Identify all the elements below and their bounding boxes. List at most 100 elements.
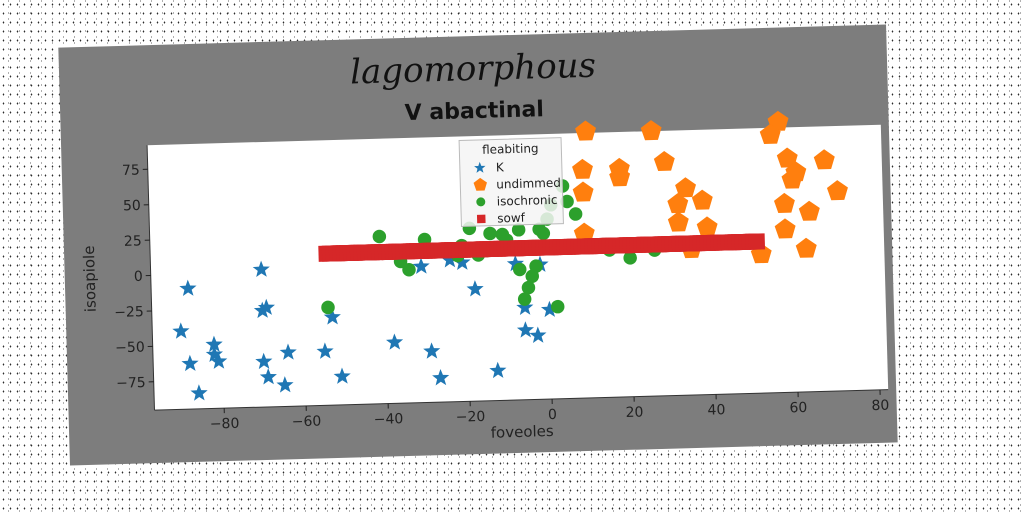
data-point-K-16: [333, 367, 351, 384]
data-point-K-11: [259, 368, 277, 385]
data-point-K-24: [489, 361, 507, 379]
x-tick-label: 60: [789, 400, 807, 416]
legend-label-isochronic: isochronic: [497, 193, 558, 209]
data-point-isochronic-14: [512, 262, 527, 277]
chart-suptitle: lagomorphous: [350, 46, 597, 93]
chart-svg: lagomorphous V abactinal −80 −60 −40 −20 0 20…: [80, 46, 890, 442]
data-point-K-12: [276, 376, 294, 393]
data-point-isochronic-28: [623, 251, 637, 265]
legend-title: fleabiting: [482, 141, 539, 157]
x-tick-label: −60: [292, 413, 322, 430]
data-point-undimmed-15: [759, 123, 781, 144]
data-point-K-26: [516, 298, 534, 316]
y-tick-label: 75: [122, 163, 140, 179]
data-point-K-13: [279, 343, 297, 360]
data-point-undimmed-17: [773, 192, 795, 214]
data-point-K-1: [172, 322, 190, 339]
data-point-isochronic-16: [521, 280, 536, 295]
x-tick-label: 20: [625, 404, 643, 420]
legend-marker-isochronic: [476, 197, 486, 207]
data-point-K-14: [316, 342, 334, 359]
data-point-isochronic-24: [560, 194, 574, 209]
data-point-undimmed-0: [575, 120, 596, 141]
x-tick-label: 40: [707, 402, 725, 418]
x-tick-label: −40: [374, 411, 404, 428]
x-tick-label: 80: [871, 398, 889, 414]
data-point-K-15: [323, 308, 341, 325]
data-point-undimmed-24: [826, 180, 848, 201]
x-tick-label: −80: [210, 416, 240, 433]
data-point-undimmed-3: [573, 222, 595, 243]
data-point-K-4: [205, 335, 223, 353]
data-point-isochronic-0: [372, 229, 387, 244]
y-tick-label: −75: [116, 375, 146, 392]
data-point-undimmed-1: [572, 158, 593, 179]
data-point-undimmed-23: [813, 149, 835, 170]
y-tick-label: 50: [123, 198, 141, 214]
legend-label-sowf: sowf: [497, 211, 526, 226]
series-K: [172, 251, 559, 401]
data-point-K-18: [412, 257, 430, 274]
data-point-undimmed-22: [798, 200, 820, 221]
legend-box: [458, 137, 564, 227]
data-point-K-17: [386, 333, 404, 350]
data-point-isochronic-18: [529, 259, 543, 273]
data-point-K-21: [441, 251, 459, 268]
data-point-isochronic-30: [550, 299, 565, 314]
data-point-K-3: [190, 384, 208, 401]
data-point-isochronic-13: [511, 223, 526, 237]
data-point-undimmed-9: [667, 211, 689, 232]
data-point-K-22: [453, 253, 471, 270]
chart-marks: [146, 110, 889, 411]
chart-figure: lagomorphous V abactinal −80 −60 −40 −20 0 20…: [58, 24, 898, 466]
x-axis-line: [154, 389, 889, 411]
x-axis-ticks: −80 −60 −40 −20 0 20 40 60 80: [210, 389, 890, 433]
data-point-isochronic-2: [402, 262, 416, 277]
data-point-K-9: [257, 298, 275, 316]
series-sowf: [318, 233, 766, 262]
data-point-K-2: [181, 354, 199, 372]
data-point-undimmed-13: [696, 216, 718, 237]
data-point-isochronic-15: [517, 292, 532, 306]
data-point-K-8: [253, 301, 271, 319]
legend-label-K: K: [496, 160, 505, 174]
data-point-K-28: [529, 326, 547, 344]
data-point-undimmed-6: [640, 120, 662, 141]
y-tick-label: 25: [124, 233, 142, 249]
data-point-isochronic-20: [536, 226, 551, 241]
data-point-isochronic-26: [568, 207, 583, 221]
data-point-undimmed-21: [795, 237, 817, 258]
chart-title: V abactinal: [404, 97, 544, 126]
y-tick-label: 0: [134, 269, 143, 285]
x-tick-label: −20: [456, 409, 486, 426]
data-point-isochronic-31: [321, 300, 335, 315]
series-undimmed: [572, 110, 848, 264]
data-point-undimmed-8: [667, 193, 689, 214]
data-point-isochronic-9: [483, 226, 497, 241]
data-point-undimmed-16: [774, 218, 796, 239]
data-point-sowf-123: [748, 233, 766, 250]
y-tick-label: −25: [114, 304, 144, 321]
x-tick-label: 0: [548, 407, 557, 423]
data-point-K-0: [179, 279, 197, 297]
data-point-undimmed-12: [691, 189, 713, 210]
data-point-K-10: [255, 352, 273, 370]
y-axis-label: isoapiole: [80, 245, 100, 312]
legend-marker-undimmed: [473, 177, 487, 191]
data-point-undimmed-10: [675, 177, 696, 198]
data-point-K-30: [540, 300, 559, 318]
data-point-K-7: [252, 260, 270, 278]
data-point-undimmed-2: [572, 181, 594, 202]
data-point-K-27: [516, 321, 535, 338]
y-tick-label: −50: [115, 340, 145, 357]
x-axis-label: foveoles: [491, 422, 555, 442]
data-point-undimmed-20: [785, 161, 807, 182]
y-axis-ticks: −75 −50 −25 0 25 50 75: [114, 163, 154, 392]
data-point-undimmed-18: [776, 147, 798, 168]
data-point-K-19: [423, 342, 441, 359]
y-axis-line: [146, 145, 155, 411]
legend-label-undimmed: undimmed: [496, 176, 561, 192]
data-point-K-6: [210, 352, 228, 369]
